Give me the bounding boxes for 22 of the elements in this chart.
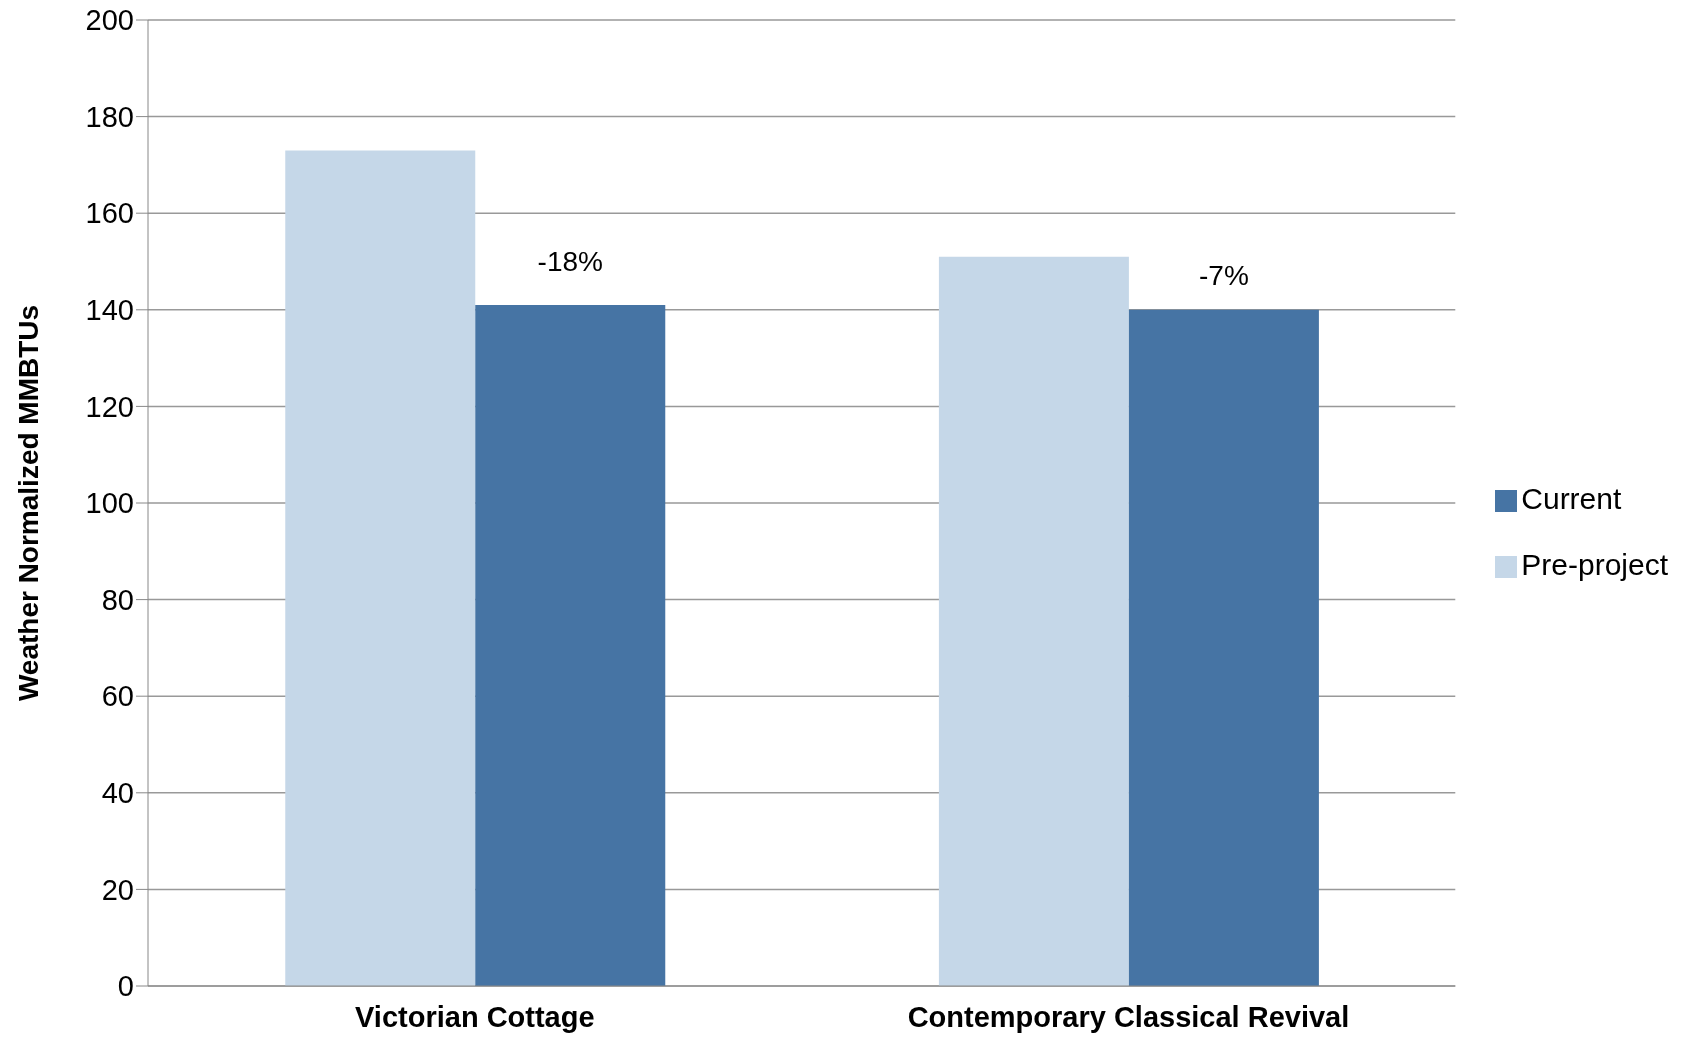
bar xyxy=(938,256,1129,986)
y-tick-label: 60 xyxy=(101,680,134,713)
legend-label: Pre-project xyxy=(1521,548,1668,581)
annotation: -18% xyxy=(537,246,603,277)
y-tick-label: 120 xyxy=(85,390,134,423)
legend-label: Current xyxy=(1521,482,1622,515)
y-tick-label: 160 xyxy=(85,197,134,230)
y-tick-label: 180 xyxy=(85,100,134,133)
y-tick-label: 40 xyxy=(101,777,134,810)
bar xyxy=(1128,309,1319,986)
y-tick-label: 140 xyxy=(85,294,134,327)
annotation: -7% xyxy=(1199,260,1249,292)
y-tick-label: 200 xyxy=(85,4,134,37)
y-tick-label: 0 xyxy=(117,970,134,1003)
x-tick-label: Victorian Cottage xyxy=(355,1000,595,1033)
bar xyxy=(285,150,476,986)
y-tick-label: 100 xyxy=(85,487,134,520)
y-tick-label: 80 xyxy=(101,583,134,616)
y-axis-title: Weather Normalized MMBTUs xyxy=(12,304,44,702)
y-tick-label: 20 xyxy=(101,873,134,906)
x-tick-label: Contemporary Classical Revival xyxy=(907,1000,1350,1033)
bar xyxy=(475,304,666,986)
